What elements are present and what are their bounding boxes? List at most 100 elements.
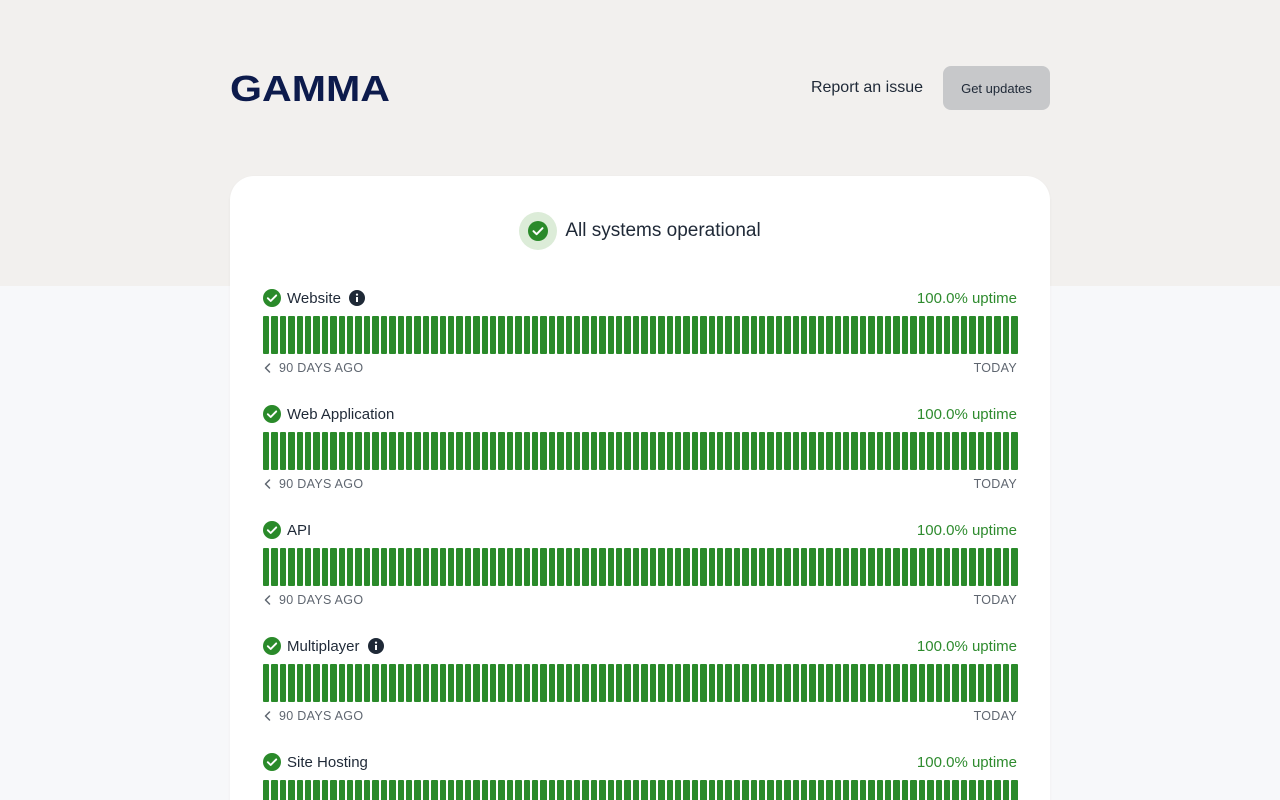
uptime-day-bar[interactable] (952, 664, 959, 702)
uptime-day-bar[interactable] (801, 316, 808, 354)
uptime-day-bar[interactable] (523, 316, 530, 354)
uptime-day-bar[interactable] (481, 664, 488, 702)
uptime-day-bar[interactable] (666, 780, 673, 800)
uptime-day-bar[interactable] (414, 316, 421, 354)
uptime-day-bar[interactable] (574, 548, 581, 586)
uptime-day-bar[interactable] (363, 548, 371, 586)
uptime-day-bar[interactable] (464, 432, 472, 470)
uptime-day-bar[interactable] (616, 664, 623, 702)
uptime-day-bar[interactable] (927, 664, 934, 702)
uptime-day-bar[interactable] (599, 780, 606, 800)
uptime-day-bar[interactable] (574, 432, 581, 470)
uptime-day-bar[interactable] (321, 432, 329, 470)
uptime-day-bar[interactable] (263, 432, 270, 470)
uptime-day-bar[interactable] (674, 316, 682, 354)
uptime-day-bar[interactable] (750, 432, 757, 470)
timeline-start[interactable]: 90 DAYS AGO (263, 477, 363, 491)
uptime-day-bar[interactable] (641, 548, 648, 586)
uptime-day-bar[interactable] (305, 548, 312, 586)
uptime-day-bar[interactable] (674, 780, 682, 800)
uptime-day-bar[interactable] (456, 316, 463, 354)
uptime-day-bar[interactable] (859, 780, 867, 800)
uptime-day-bar[interactable] (1002, 780, 1010, 800)
uptime-day-bar[interactable] (313, 548, 320, 586)
uptime-day-bar[interactable] (927, 548, 934, 586)
uptime-day-bar[interactable] (355, 780, 362, 800)
uptime-day-bar[interactable] (885, 316, 892, 354)
uptime-day-bar[interactable] (960, 548, 968, 586)
uptime-day-bar[interactable] (397, 432, 404, 470)
uptime-day-bar[interactable] (431, 548, 438, 586)
uptime-day-bar[interactable] (355, 664, 362, 702)
uptime-day-bar[interactable] (767, 664, 774, 702)
get-updates-button[interactable]: Get updates (943, 66, 1050, 110)
uptime-day-bar[interactable] (607, 316, 615, 354)
uptime-day-bar[interactable] (616, 548, 623, 586)
chevron-left-icon[interactable] (263, 595, 273, 605)
uptime-day-bar[interactable] (632, 548, 640, 586)
uptime-day-bar[interactable] (927, 780, 934, 800)
uptime-day-bar[interactable] (649, 432, 657, 470)
uptime-day-bar[interactable] (380, 664, 388, 702)
uptime-day-bar[interactable] (725, 432, 732, 470)
uptime-day-bar[interactable] (515, 780, 522, 800)
uptime-day-bar[interactable] (801, 548, 808, 586)
uptime-day-bar[interactable] (540, 548, 547, 586)
uptime-day-bar[interactable] (683, 548, 690, 586)
uptime-day-bar[interactable] (296, 432, 304, 470)
uptime-day-bar[interactable] (279, 780, 287, 800)
uptime-day-bar[interactable] (994, 432, 1001, 470)
uptime-day-bar[interactable] (952, 316, 959, 354)
uptime-day-bar[interactable] (792, 780, 799, 800)
uptime-day-bar[interactable] (582, 432, 589, 470)
uptime-day-bar[interactable] (876, 432, 884, 470)
uptime-day-bar[interactable] (557, 780, 564, 800)
uptime-day-bar[interactable] (826, 548, 833, 586)
uptime-day-bar[interactable] (750, 780, 757, 800)
uptime-day-bar[interactable] (532, 780, 539, 800)
uptime-day-bar[interactable] (792, 316, 799, 354)
uptime-day-bar[interactable] (363, 432, 371, 470)
uptime-day-bar[interactable] (431, 432, 438, 470)
uptime-day-bar[interactable] (859, 548, 867, 586)
uptime-day-bar[interactable] (918, 548, 926, 586)
uptime-day-bar[interactable] (876, 316, 884, 354)
uptime-day-bar[interactable] (624, 432, 631, 470)
uptime-day-bar[interactable] (708, 780, 715, 800)
uptime-day-bar[interactable] (372, 548, 379, 586)
uptime-day-bar[interactable] (969, 316, 976, 354)
timeline-start[interactable]: 90 DAYS AGO (263, 361, 363, 375)
uptime-day-bar[interactable] (338, 664, 346, 702)
uptime-day-bar[interactable] (565, 432, 573, 470)
uptime-day-bar[interactable] (271, 432, 278, 470)
uptime-day-bar[interactable] (658, 548, 665, 586)
uptime-day-bar[interactable] (288, 316, 295, 354)
uptime-day-bar[interactable] (834, 780, 842, 800)
timeline-start[interactable]: 90 DAYS AGO (263, 709, 363, 723)
uptime-day-bar[interactable] (935, 432, 942, 470)
uptime-day-bar[interactable] (296, 780, 304, 800)
uptime-day-bar[interactable] (389, 316, 396, 354)
uptime-day-bar[interactable] (548, 432, 556, 470)
uptime-day-bar[interactable] (758, 664, 766, 702)
uptime-day-bar[interactable] (481, 548, 488, 586)
uptime-day-bar[interactable] (960, 780, 968, 800)
uptime-day-bar[interactable] (599, 316, 606, 354)
uptime-day-bar[interactable] (532, 548, 539, 586)
uptime-day-bar[interactable] (590, 780, 598, 800)
uptime-day-bar[interactable] (473, 432, 480, 470)
uptime-day-bar[interactable] (389, 548, 396, 586)
uptime-day-bar[interactable] (784, 432, 791, 470)
uptime-day-bar[interactable] (305, 432, 312, 470)
uptime-day-bar[interactable] (977, 432, 984, 470)
uptime-day-bar[interactable] (607, 664, 615, 702)
uptime-day-bar[interactable] (977, 780, 984, 800)
uptime-day-bar[interactable] (405, 316, 413, 354)
uptime-day-bar[interactable] (397, 780, 404, 800)
uptime-day-bar[interactable] (952, 780, 959, 800)
uptime-day-bar[interactable] (405, 780, 413, 800)
uptime-day-bar[interactable] (658, 316, 665, 354)
uptime-day-bar[interactable] (809, 432, 816, 470)
uptime-day-bar[interactable] (422, 316, 430, 354)
uptime-day-bar[interactable] (422, 664, 430, 702)
